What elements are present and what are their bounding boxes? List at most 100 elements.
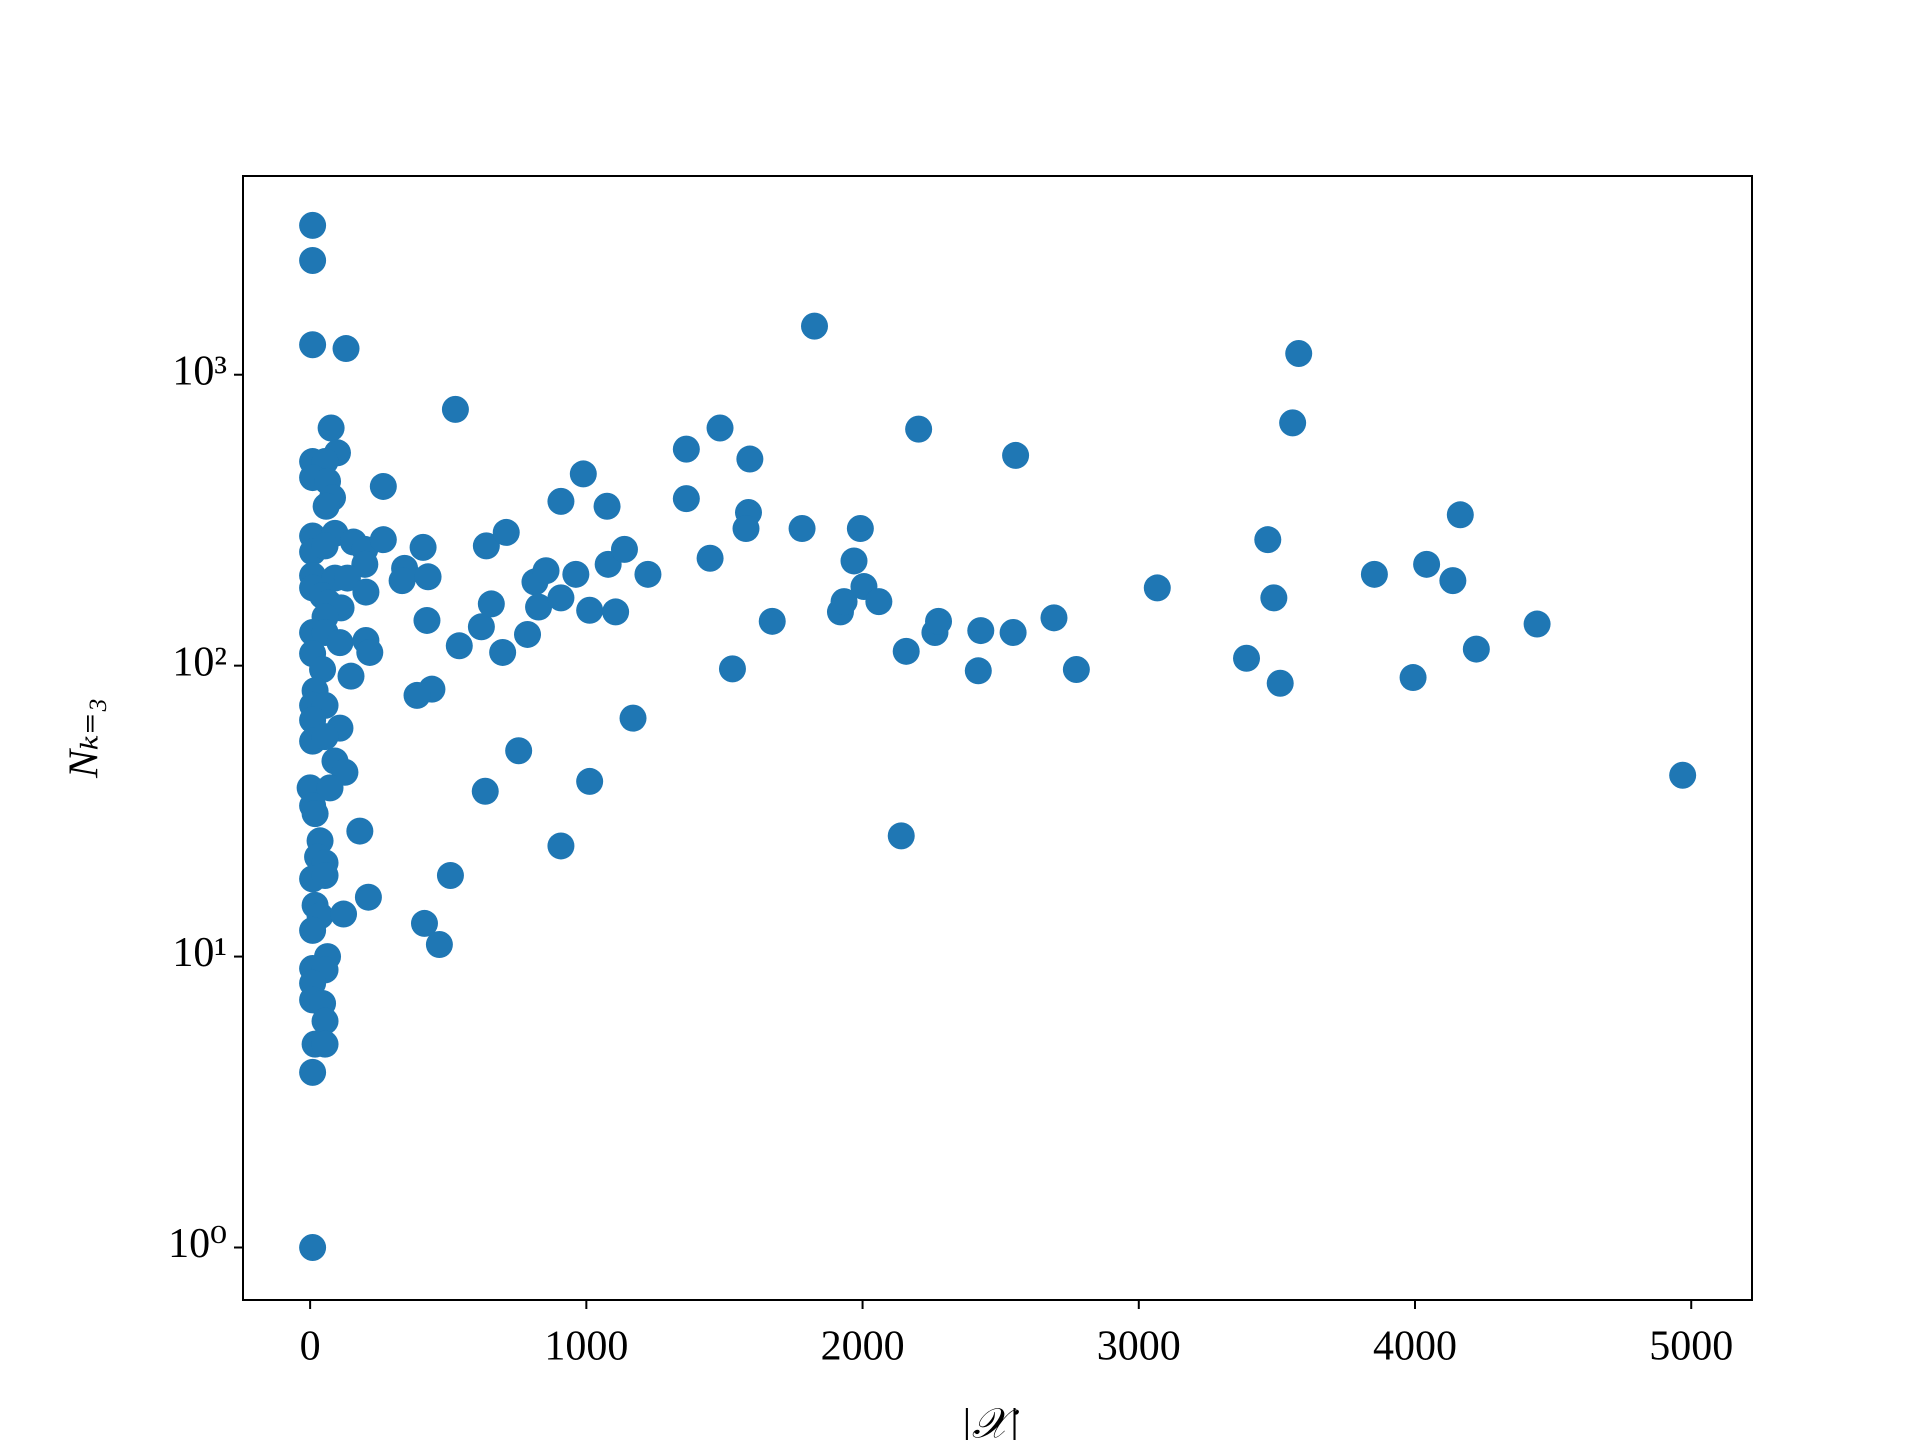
point	[547, 584, 575, 612]
point	[330, 900, 358, 928]
point	[672, 435, 700, 463]
point	[967, 617, 995, 645]
point	[311, 1007, 339, 1035]
point	[309, 655, 337, 683]
x-tick-label: 5000	[1649, 1324, 1733, 1370]
point	[758, 607, 786, 635]
point	[801, 312, 829, 340]
point	[736, 445, 764, 473]
x-tick-label: 4000	[1373, 1324, 1457, 1370]
point	[892, 637, 920, 665]
point	[414, 563, 442, 591]
y-tick-label: 10³	[172, 348, 227, 394]
point	[388, 567, 416, 595]
point	[547, 832, 575, 860]
point	[311, 532, 339, 560]
point	[1462, 635, 1490, 663]
point	[312, 492, 340, 520]
point	[840, 547, 868, 575]
point	[562, 560, 590, 588]
point	[1254, 526, 1282, 554]
point	[317, 414, 345, 442]
point	[326, 629, 354, 657]
point	[1143, 574, 1171, 602]
point	[505, 737, 533, 765]
point	[619, 704, 647, 732]
point	[299, 211, 327, 239]
point	[999, 618, 1027, 646]
point	[471, 777, 499, 805]
point	[634, 560, 662, 588]
point	[1266, 669, 1294, 697]
point	[1439, 567, 1467, 595]
point	[311, 1030, 339, 1058]
point	[301, 800, 329, 828]
point	[492, 518, 520, 546]
point	[846, 515, 874, 543]
point	[409, 533, 437, 561]
y-tick-label: 10²	[172, 639, 227, 685]
point	[352, 578, 380, 606]
point	[610, 535, 638, 563]
point	[445, 632, 473, 660]
point	[1062, 655, 1090, 683]
plot-frame	[242, 175, 1753, 1301]
x-tick-label: 2000	[821, 1324, 905, 1370]
point	[477, 590, 505, 618]
y-tick-label: 10¹	[172, 930, 227, 976]
point	[525, 593, 553, 621]
point	[356, 638, 384, 666]
point	[514, 620, 542, 648]
point	[1399, 664, 1427, 692]
point	[576, 767, 604, 795]
point	[332, 335, 360, 363]
point	[489, 638, 517, 666]
point	[472, 532, 500, 560]
point	[788, 515, 816, 543]
point	[718, 655, 746, 683]
point	[436, 861, 464, 889]
point	[441, 395, 469, 423]
point	[1040, 604, 1068, 632]
point	[403, 681, 431, 709]
point	[672, 485, 700, 513]
point	[369, 526, 397, 554]
point	[1413, 550, 1441, 578]
point	[696, 544, 724, 572]
point	[299, 331, 327, 359]
point	[1279, 409, 1307, 437]
x-tick-label: 0	[300, 1324, 321, 1370]
point	[316, 774, 344, 802]
point	[569, 460, 597, 488]
point	[299, 246, 327, 274]
point	[346, 817, 374, 845]
point	[425, 931, 453, 959]
point	[576, 596, 604, 624]
point	[1260, 584, 1288, 612]
point	[413, 606, 441, 634]
point	[333, 564, 361, 592]
point	[1669, 761, 1697, 789]
point	[1285, 339, 1313, 367]
point	[1233, 644, 1261, 672]
point	[830, 588, 858, 616]
point	[964, 657, 992, 685]
y-axis-label: Nₖ₌₃	[62, 698, 108, 779]
point	[467, 613, 495, 641]
point	[905, 415, 933, 443]
point	[1360, 560, 1388, 588]
point	[593, 492, 621, 520]
point	[299, 916, 327, 944]
y-tick-label: 10⁰	[168, 1221, 227, 1267]
point	[732, 515, 760, 543]
point	[311, 861, 339, 889]
point	[1002, 441, 1030, 469]
point	[706, 414, 734, 442]
point	[311, 723, 339, 751]
x-tick-label: 3000	[1097, 1324, 1181, 1370]
point	[925, 607, 953, 635]
point	[299, 1058, 327, 1086]
point	[410, 909, 438, 937]
point	[354, 883, 382, 911]
